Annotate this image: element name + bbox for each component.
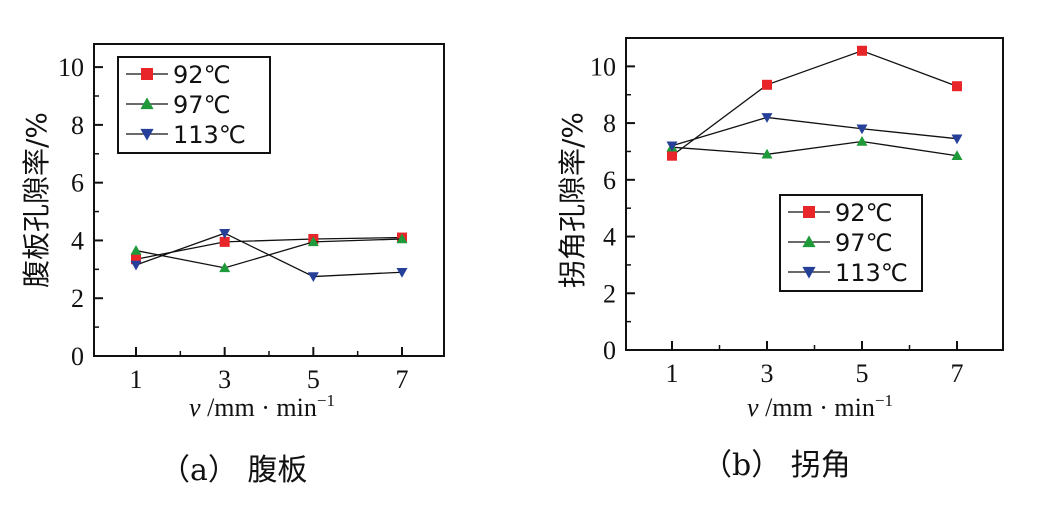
data-point — [952, 81, 962, 92]
data-point — [219, 262, 231, 273]
data-point — [761, 148, 773, 159]
x-tick-label: 5 — [307, 365, 320, 394]
y-axis-label: 腹板孔隙率/% — [20, 112, 53, 288]
data-point — [396, 267, 408, 278]
data-point — [666, 141, 678, 152]
x-tick-label: 3 — [218, 365, 231, 394]
data-point — [667, 150, 677, 161]
legend-marker — [140, 97, 154, 110]
data-point — [761, 113, 773, 123]
x-tick-label: 7 — [951, 359, 964, 388]
x-tick-label: 1 — [130, 365, 143, 394]
y-tick-label: 0 — [603, 336, 616, 365]
data-point — [951, 150, 963, 160]
panel-caption: （b） 拐角 — [702, 448, 851, 483]
legend-label: 92℃ — [173, 61, 231, 89]
y-tick-label: 6 — [71, 169, 84, 198]
legend-label: 113℃ — [173, 121, 246, 149]
x-axis-label: v /mm · min−1 — [747, 391, 893, 422]
legend-marker — [140, 128, 154, 141]
y-tick-label: 10 — [590, 52, 616, 81]
legend-label: 97℃ — [173, 91, 231, 119]
legend-marker — [802, 235, 816, 248]
data-point — [131, 254, 141, 265]
legend-label: 113℃ — [835, 259, 908, 287]
data-point — [130, 260, 142, 271]
chart-panel-b: 0 2 4 6 8 10 1 3 5 7 拐角孔隙率/% v /mm · min−1 92℃97℃113… — [556, 37, 1004, 483]
y-tick-label: 8 — [603, 109, 616, 138]
series-line-2 — [671, 140, 958, 157]
y-axis-label: 拐角孔隙率/% — [556, 112, 589, 288]
y-tick-label: 8 — [71, 111, 84, 140]
legend-marker — [802, 266, 816, 279]
data-point — [857, 45, 867, 56]
series-line-3 — [671, 116, 958, 147]
y-tick-label: 2 — [603, 279, 616, 308]
x-tick-label: 3 — [761, 359, 774, 388]
data-point — [219, 236, 230, 247]
legend-label: 92℃ — [835, 199, 893, 227]
series-line-3 — [135, 232, 403, 278]
data-point — [130, 245, 142, 255]
series-line-1 — [135, 236, 403, 260]
x-tick-label: 1 — [666, 359, 679, 388]
series-line-2 — [135, 238, 403, 269]
series-line-1 — [671, 50, 958, 157]
legend-marker — [141, 68, 153, 80]
x-tick-label: 5 — [856, 359, 869, 388]
y-tick-label: 10 — [58, 53, 84, 82]
y-tick-label: 2 — [71, 284, 84, 313]
data-point — [307, 236, 319, 247]
x-axis-label: v /mm · min−1 — [189, 391, 335, 422]
legend-marker — [803, 206, 815, 218]
y-tick-label: 0 — [71, 342, 84, 371]
data-point — [396, 233, 408, 244]
data-point — [219, 228, 231, 239]
y-tick-label: 4 — [603, 223, 616, 252]
data-point — [762, 79, 772, 90]
data-point — [856, 136, 868, 146]
chart-panel-a: 0 2 4 6 8 10 1 3 5 7 腹板孔隙率/% v /mm · min−1 92℃97℃113… — [20, 43, 445, 488]
y-tick-label: 4 — [71, 226, 84, 255]
x-tick-label: 7 — [396, 365, 409, 394]
data-point — [856, 124, 868, 135]
data-point — [951, 134, 963, 145]
legend-label: 97℃ — [835, 229, 893, 257]
data-point — [307, 272, 319, 283]
panel-caption: （a） 腹板 — [160, 453, 307, 488]
y-tick-label: 6 — [603, 166, 616, 195]
